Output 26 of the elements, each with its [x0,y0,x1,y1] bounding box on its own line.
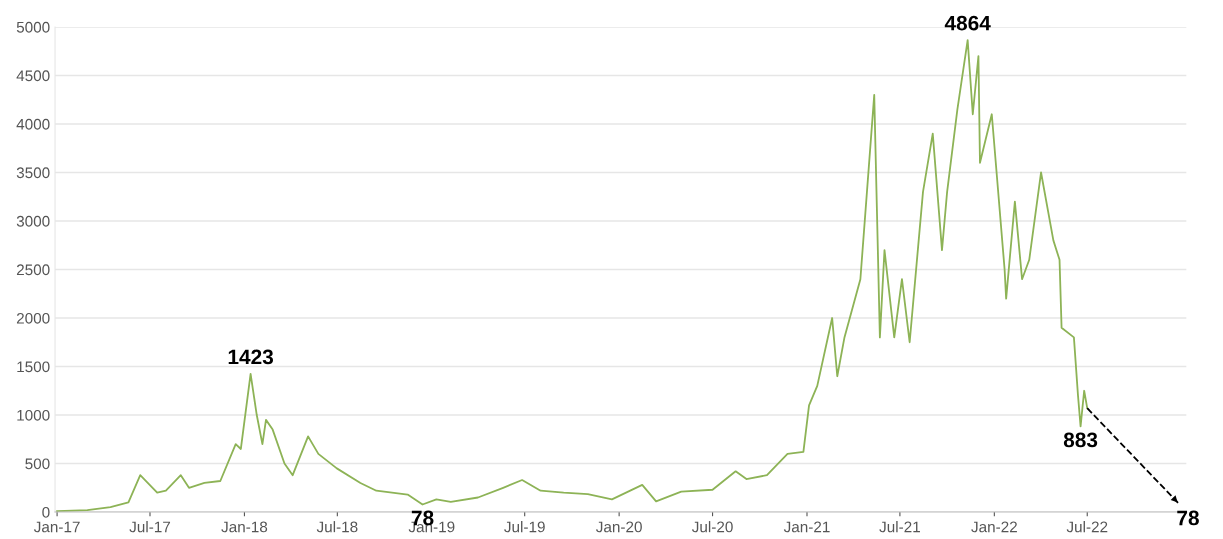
x-tick-label: Jan-21 [783,521,830,533]
x-tick-label: Jan-18 [221,521,268,533]
x-tick-label: Jan-22 [971,521,1017,533]
annotation: 883 [1063,432,1098,448]
y-tick-label: 3000 [16,215,50,227]
x-tick-label: Jul-18 [316,521,358,533]
y-tick-label: 500 [25,458,50,470]
annotation: 4864 [944,15,991,31]
x-tick-label: Jul-22 [1066,521,1108,533]
x-tick-label: Jan-17 [33,521,80,533]
y-tick-label: 1000 [17,409,50,421]
y-tick-label: 1500 [17,361,50,373]
x-tick-label: Jul-19 [504,521,545,533]
x-tick-label: Jul-20 [691,521,733,533]
y-tick-label: 0 [42,506,50,518]
y-tick-label: 4500 [16,70,50,82]
annotation: 78 [1177,510,1199,526]
annotation: 1423 [228,349,274,365]
x-tick-label: Jul-17 [129,521,171,533]
y-tick-label: 3500 [16,167,50,179]
y-tick-label: 5000 [16,21,50,33]
x-tick-label: Jul-21 [879,521,920,533]
y-tick-label: 2500 [16,264,50,276]
y-tick-label: 2000 [16,312,50,324]
y-tick-label: 4000 [16,118,50,130]
x-tick-label: Jan-20 [596,521,642,533]
